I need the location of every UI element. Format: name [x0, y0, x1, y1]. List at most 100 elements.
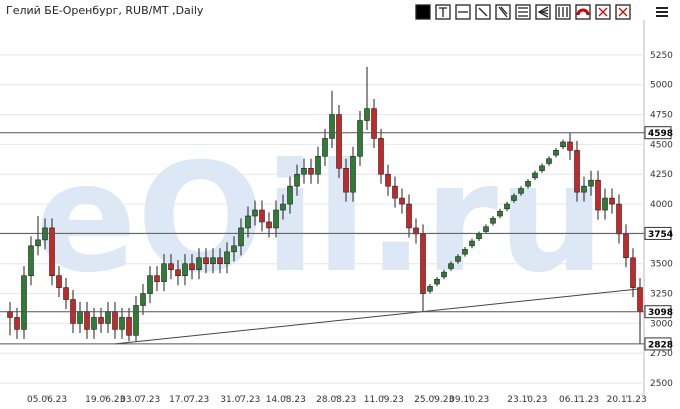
tool-ray[interactable] [495, 4, 511, 20]
candle-body [14, 317, 20, 330]
candle-body [504, 203, 510, 210]
candle-body [280, 203, 286, 211]
candle-body [308, 167, 314, 175]
x-tick-label: 03.07.23 [120, 395, 160, 405]
tool-color[interactable] [415, 4, 431, 20]
candle-body [343, 167, 349, 193]
candle-body [133, 305, 139, 336]
candle-body [595, 179, 601, 211]
candle-body [469, 240, 475, 247]
y-tick-label: 5000 [650, 81, 673, 91]
x-tick-label: 11.09.23 [364, 395, 404, 405]
level-label-box [644, 126, 672, 140]
candle-body [77, 311, 83, 324]
candle-body [7, 311, 13, 318]
candle-body [497, 210, 503, 217]
candle-body [511, 195, 517, 201]
candle-body [126, 317, 132, 336]
tool-hline[interactable] [455, 4, 471, 20]
candle-body [119, 317, 125, 330]
candle-body [259, 209, 265, 223]
candle-body [371, 108, 377, 139]
tool-trend[interactable] [475, 4, 491, 20]
candle-body [210, 257, 216, 265]
candle-body [609, 197, 615, 205]
candle-body [553, 150, 559, 156]
candle-body [637, 287, 643, 312]
x-tick-label: 14.08.23 [266, 395, 306, 405]
candle-body [252, 209, 258, 217]
trendline [114, 288, 641, 345]
candle-body [49, 227, 55, 276]
candle-body [532, 172, 538, 179]
tool-text[interactable] [435, 4, 451, 20]
y-tick-label: 2500 [650, 379, 673, 389]
candle-body [427, 286, 433, 292]
candle-body [161, 263, 167, 282]
candle-body [448, 263, 454, 269]
tool-channel[interactable] [515, 4, 531, 20]
candle-body [392, 185, 398, 199]
candle-body [322, 138, 328, 157]
x-tick-label: 28.08.23 [316, 395, 356, 405]
candle-body [56, 275, 62, 288]
candle-body [399, 197, 405, 205]
candle-body [98, 317, 104, 324]
chart-title: Гелий БЕ-Оренбург, RUB/MT ,Daily [6, 4, 204, 17]
y-tick-label: 3250 [650, 290, 673, 300]
tool-pitchfork[interactable] [535, 4, 551, 20]
level-label: 3098 [648, 308, 673, 318]
candle-body [301, 167, 307, 175]
candle-body [245, 215, 251, 229]
x-tick-label: 20.11.23 [607, 395, 647, 405]
candle-body [175, 269, 181, 276]
candle-body [546, 158, 552, 164]
y-tick-label: 5250 [650, 51, 673, 61]
toolbar[interactable] [415, 4, 668, 20]
candle-body [574, 150, 580, 193]
candle-body [140, 293, 146, 306]
candle-body [112, 311, 118, 330]
menu[interactable] [656, 7, 668, 17]
y-tick-label: 4500 [650, 140, 673, 150]
x-tick-label: 25.09.23 [414, 395, 454, 405]
candle-body [623, 233, 629, 259]
tool-delete[interactable] [595, 4, 611, 20]
candle-body [364, 108, 370, 121]
candle-body [483, 226, 489, 232]
candle-body [84, 311, 90, 330]
tool-delete-all[interactable] [615, 4, 631, 20]
y-tick-label: 2750 [650, 349, 673, 359]
candle-body [630, 257, 636, 288]
tool-fib[interactable] [555, 4, 571, 20]
y-tick-label: 4750 [650, 111, 673, 121]
candle-body [455, 256, 461, 262]
candle-body [329, 114, 335, 139]
x-tick-label: 23.10.23 [507, 395, 547, 405]
level-label-box [644, 226, 672, 240]
y-tick-label: 3000 [650, 319, 673, 329]
candle-body [350, 156, 356, 193]
candle-body [35, 239, 41, 247]
candle-body [539, 165, 545, 171]
candle-body [525, 181, 531, 187]
candle-body [602, 197, 608, 211]
candle-body [224, 251, 230, 265]
level-label-box [644, 337, 672, 351]
candle-body [231, 245, 237, 253]
candle-body [203, 257, 209, 265]
candle-body [406, 203, 412, 229]
x-tick-label: 09.10.23 [449, 395, 489, 405]
candle-body [357, 120, 363, 157]
candle-body [476, 233, 482, 239]
candle-body [266, 221, 272, 229]
candle-body [560, 141, 566, 148]
candle-body [616, 203, 622, 235]
candle-body [168, 263, 174, 271]
candle-body [217, 257, 223, 265]
tool-fan[interactable] [575, 4, 591, 20]
x-tick-label: 31.07.23 [220, 395, 260, 405]
candle-body [581, 185, 587, 193]
y-tick-label: 4000 [650, 200, 673, 210]
